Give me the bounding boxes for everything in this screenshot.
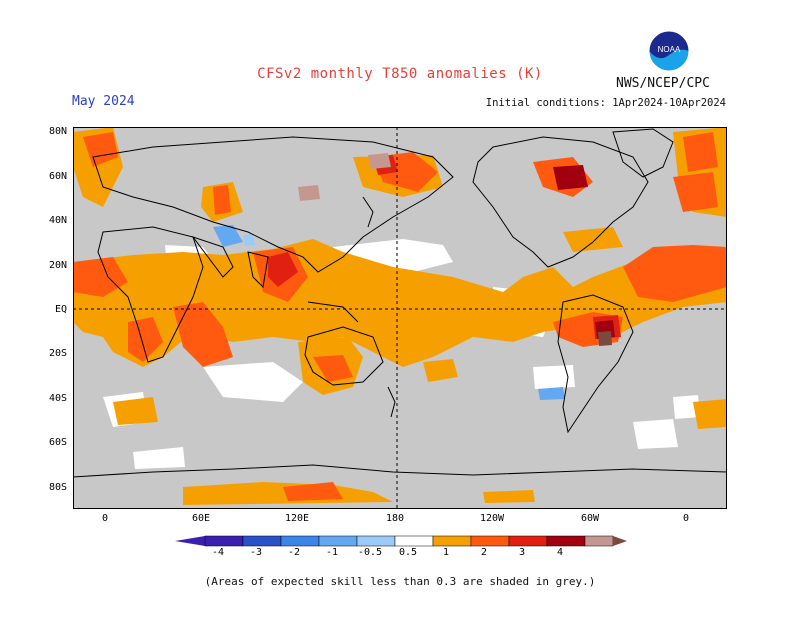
colorbar-swatch <box>356 535 396 547</box>
lat-tick: EQ <box>54 304 67 315</box>
lat-tick: 40N <box>48 215 67 226</box>
colorbar-swatch <box>175 536 205 546</box>
forecast-month: May 2024 <box>72 94 135 109</box>
colorbar-label: 0.5 <box>398 547 418 558</box>
agency-label: NWS/NCEP/CPC <box>616 76 710 91</box>
coastlines <box>73 128 727 478</box>
colorbar-swatch <box>204 535 244 547</box>
colorbar-swatch <box>613 536 627 546</box>
colorbar-swatch <box>242 535 282 547</box>
colorbar-label: -1 <box>325 547 339 558</box>
lat-tick: 80S <box>48 482 67 493</box>
logo-text: NOAA <box>658 45 681 54</box>
lat-tick: 20S <box>48 348 67 359</box>
colorbar-swatch <box>546 535 586 547</box>
colorbar-swatch <box>280 535 320 547</box>
lon-tick: 120W <box>479 513 505 524</box>
anom-negative-regions <box>213 225 565 400</box>
lat-tick: 20N <box>48 260 67 271</box>
colorbar-label: 2 <box>480 547 488 558</box>
lon-tick: 60E <box>191 513 211 524</box>
lon-tick: 0 <box>682 513 690 524</box>
colorbar-swatch <box>470 535 510 547</box>
colorbar-swatch <box>508 535 548 547</box>
colorbar-label: -0.5 <box>357 547 383 558</box>
anomaly-map <box>73 127 727 509</box>
lat-tick: 60N <box>48 171 67 182</box>
lat-tick: 80N <box>48 126 67 137</box>
lon-tick: 0 <box>101 513 109 524</box>
lat-tick: 60S <box>48 437 67 448</box>
lon-tick: 120E <box>284 513 310 524</box>
colorbar-swatch <box>394 535 434 547</box>
colorbar-swatch <box>318 535 358 547</box>
lon-tick: 180 <box>385 513 405 524</box>
anom-extreme-regions <box>298 153 612 346</box>
colorbar-swatch <box>584 535 614 547</box>
lon-tick: 60W <box>580 513 600 524</box>
map-frame <box>73 127 727 509</box>
colorbar-label: 1 <box>442 547 450 558</box>
lat-tick: 40S <box>48 393 67 404</box>
noaa-logo: NOAA <box>648 30 690 72</box>
colorbar-label: 4 <box>556 547 564 558</box>
chart-title: CFSv2 monthly T850 anomalies (K) <box>257 66 543 82</box>
colorbar-label: -4 <box>211 547 225 558</box>
initial-conditions: Initial conditions: 1Apr2024-10Apr2024 <box>485 97 726 109</box>
colorbar-label: -2 <box>287 547 301 558</box>
colorbar-label: 3 <box>518 547 526 558</box>
colorbar <box>175 535 627 547</box>
colorbar-swatch <box>432 535 472 547</box>
colorbar-label: -3 <box>249 547 263 558</box>
skill-note: (Areas of expected skill less than 0.3 a… <box>204 575 596 588</box>
